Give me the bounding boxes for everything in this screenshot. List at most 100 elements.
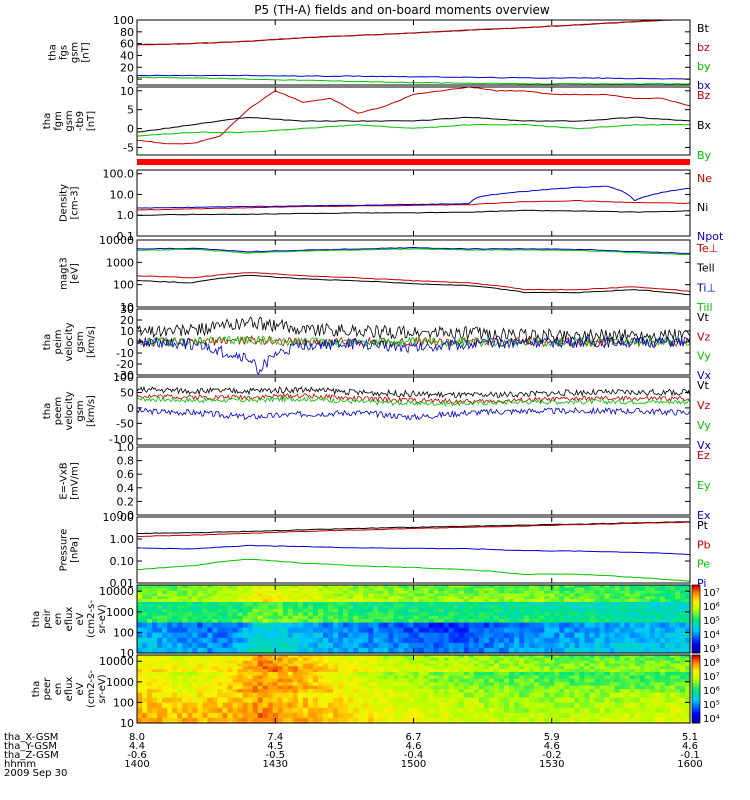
heatmap-cell: [463, 608, 470, 613]
heatmap-cell: [609, 619, 616, 624]
heatmap-cell: [468, 605, 475, 610]
y-axis-label-line: eV: [75, 682, 86, 695]
heatmap-cell: [529, 660, 535, 665]
heatmap-cell: [393, 689, 399, 694]
heatmap-cell: [277, 697, 284, 704]
heatmap-cell: [674, 619, 681, 624]
heatmap-cell: [162, 707, 168, 714]
heatmap-cell: [323, 682, 329, 687]
heatmap-cell: [674, 682, 681, 687]
heatmap-cell: [257, 697, 264, 704]
heatmap-cell: [579, 717, 585, 724]
heatmap-cell: [242, 608, 249, 613]
heatmap-cell: [574, 627, 580, 634]
heatmap-cell: [473, 632, 480, 639]
heatmap-cell: [323, 637, 329, 644]
heatmap-cell: [669, 689, 676, 694]
heatmap-cell: [438, 675, 445, 680]
heatmap-cell: [624, 637, 631, 644]
heatmap-cell: [493, 663, 500, 667]
heatmap-cell: [388, 697, 394, 704]
heatmap-cell: [594, 717, 601, 724]
heatmap-cell: [287, 672, 294, 676]
heatmap-cell: [654, 615, 661, 620]
heatmap-cell: [514, 660, 520, 665]
heatmap-cell: [217, 590, 223, 595]
heatmap-cell: [584, 663, 590, 667]
heatmap-cell: [569, 660, 575, 665]
heatmap-cell: [277, 675, 284, 680]
heatmap-cell: [674, 660, 681, 665]
y-axis-label: tha peer en eflux eV (cm2-s-sr-eV): [31, 670, 108, 708]
heatmap-cell: [222, 642, 229, 649]
heatmap-cell: [162, 599, 168, 603]
heatmap-cell: [544, 615, 550, 620]
heatmap-cell: [212, 655, 218, 659]
heatmap-cell: [388, 692, 394, 699]
heatmap-cell: [142, 585, 148, 589]
y-axis-label: tha peem velocity gsm [km/s]: [42, 391, 97, 430]
heatmap-cell: [152, 685, 158, 690]
date-label: 2009 Sep 30: [4, 768, 67, 779]
heatmap-cell: [564, 682, 570, 687]
heatmap-cell: [413, 655, 420, 659]
heatmap-cell: [318, 692, 324, 699]
series-bx: [137, 74, 690, 80]
heatmap-cell: [393, 599, 399, 603]
heatmap-cell: [348, 608, 354, 613]
heatmap-cell: [333, 663, 339, 667]
heatmap-cell: [463, 669, 470, 673]
heatmap-cell: [614, 663, 621, 667]
heatmap-cell: [519, 717, 525, 724]
heatmap-cell: [524, 632, 530, 639]
heatmap-cell: [167, 608, 173, 613]
heatmap-cell: [142, 615, 148, 620]
heatmap-cell: [488, 675, 495, 680]
heatmap-cell: [277, 605, 284, 610]
heatmap-cell: [579, 587, 585, 592]
heatmap-cell: [202, 622, 208, 629]
y-tick-label: 100: [113, 371, 134, 384]
heatmap-cell: [473, 666, 480, 670]
heatmap-cell: [152, 666, 158, 670]
heatmap-cell: [172, 657, 178, 662]
heatmap-cell: [514, 702, 520, 709]
heatmap-cell: [257, 605, 264, 610]
heatmap-cell: [544, 605, 550, 610]
panel-frame: [136, 169, 691, 237]
heatmap-cell: [559, 596, 565, 600]
heatmap-cell: [499, 697, 505, 704]
heatmap-cell: [333, 587, 339, 592]
heatmap-cell: [287, 707, 294, 714]
heatmap-cell: [614, 593, 621, 597]
colorbar-cell: [692, 691, 700, 695]
heatmap-cell: [348, 689, 354, 694]
y-tick-label: 100: [113, 626, 134, 639]
heatmap-cell: [318, 657, 324, 662]
heatmap-cell: [343, 692, 349, 699]
heatmap-cell: [514, 627, 520, 634]
heatmap-cell: [227, 717, 234, 724]
heatmap-cell: [458, 605, 465, 610]
heatmap-cell: [388, 632, 394, 639]
heatmap-cell: [669, 672, 676, 676]
colorbar-cell: [692, 587, 700, 591]
heatmap-cell: [614, 605, 621, 610]
heatmap-cell: [549, 712, 555, 719]
heatmap-cell: [589, 697, 596, 704]
heatmap-cell: [448, 663, 455, 667]
heatmap-cell: [182, 663, 188, 667]
heatmap-cell: [383, 712, 389, 719]
heatmap-cell: [307, 669, 314, 673]
heatmap-cell: [659, 672, 666, 676]
heatmap-cell: [679, 593, 686, 597]
heatmap-cell: [353, 632, 359, 639]
heatmap-cell: [483, 689, 490, 694]
heatmap-cell: [644, 702, 651, 709]
heatmap-cell: [157, 660, 163, 665]
heatmap-cell: [433, 599, 440, 603]
series-Vy: [137, 335, 690, 348]
heatmap-cell: [519, 602, 525, 606]
heatmap-cell: [453, 675, 460, 680]
heatmap-cell: [318, 685, 324, 690]
